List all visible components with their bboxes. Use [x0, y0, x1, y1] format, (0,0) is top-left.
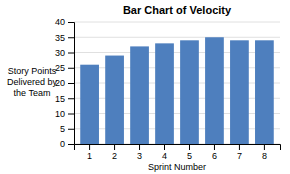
- grid-line: [74, 98, 280, 99]
- tick-mark: [114, 144, 115, 150]
- tick-label: 8: [262, 151, 267, 161]
- bar: [230, 40, 249, 144]
- tick-label: 40: [55, 17, 65, 27]
- tick-label: 6: [212, 151, 217, 161]
- axis-domain: [68, 23, 75, 145]
- tick-mark: [89, 144, 90, 150]
- bar: [180, 40, 199, 144]
- y-tick: 35: [55, 33, 74, 43]
- tick-label: 4: [162, 151, 167, 161]
- y-tick: 10: [55, 109, 74, 119]
- y-tick: 5: [60, 124, 74, 134]
- x-axis: 1 2 3 4 5 6 7 8: [75, 144, 281, 161]
- x-tick: 3: [137, 144, 142, 161]
- tick-label: 1: [87, 151, 92, 161]
- tick-mark: [68, 83, 74, 84]
- y-tick: 0: [60, 139, 74, 149]
- grid-line: [74, 37, 280, 38]
- tick-mark: [164, 144, 165, 150]
- grid-line: [74, 52, 280, 53]
- y-axis-title-line: Story Points: [8, 66, 57, 76]
- y-tick: 30: [55, 48, 74, 58]
- y-tick: 25: [55, 63, 74, 73]
- x-tick: 8: [262, 144, 267, 161]
- plot-area: 1 2 3 4 5 6 7 8 0 5 10 15 20 25 30 35 40: [55, 17, 281, 161]
- y-axis-title-line: Delivered by: [7, 77, 58, 87]
- x-tick: 5: [187, 144, 192, 161]
- tick-mark: [214, 144, 215, 150]
- x-tick: 1: [87, 144, 92, 161]
- tick-label: 15: [55, 94, 65, 104]
- tick-label: 25: [55, 63, 65, 73]
- tick-label: 0: [60, 139, 65, 149]
- tick-mark: [264, 144, 265, 150]
- y-axis-title-line: the Team: [14, 88, 51, 98]
- grid-line: [74, 67, 280, 68]
- tick-mark: [139, 144, 140, 150]
- bar: [130, 46, 149, 144]
- tick-mark: [239, 144, 240, 150]
- tick-label: 3: [137, 151, 142, 161]
- tick-label: 7: [237, 151, 242, 161]
- y-tick: 20: [55, 78, 74, 88]
- chart-title: Bar Chart of Velocity: [123, 4, 232, 16]
- bar: [205, 37, 224, 144]
- y-tick: 40: [55, 17, 74, 27]
- x-tick: 2: [112, 144, 117, 161]
- tick-label: 10: [55, 109, 65, 119]
- bar: [80, 65, 99, 144]
- tick-label: 5: [60, 124, 65, 134]
- y-tick: 15: [55, 94, 74, 104]
- tick-mark: [68, 129, 74, 130]
- axis-domain: [75, 145, 281, 151]
- chart-container: 1 2 3 4 5 6 7 8 0 5 10 15 20 25 30 35 40 Bar Chart of Vel…: [0, 0, 290, 174]
- tick-mark: [68, 144, 74, 145]
- bar: [155, 43, 174, 144]
- bar: [105, 56, 124, 144]
- x-tick: 6: [212, 144, 217, 161]
- x-tick: 7: [237, 144, 242, 161]
- chart-svg: 1 2 3 4 5 6 7 8 0 5 10 15 20 25 30 35 40 Bar Chart of Vel…: [0, 0, 290, 174]
- grid-line: [74, 113, 280, 114]
- grid-line: [74, 128, 280, 129]
- x-axis-title: Sprint Number: [148, 162, 206, 172]
- grid-line: [74, 83, 280, 84]
- tick-mark: [68, 37, 74, 38]
- tick-mark: [68, 22, 74, 23]
- tick-label: 2: [112, 151, 117, 161]
- tick-mark: [68, 53, 74, 54]
- y-axis: 0 5 10 15 20 25 30 35 40: [55, 17, 75, 149]
- tick-mark: [189, 144, 190, 150]
- bar: [255, 40, 274, 144]
- bars: [80, 37, 274, 144]
- tick-mark: [68, 98, 74, 99]
- grid: [74, 22, 280, 144]
- y-axis-title: Story PointsDelivered bythe Team: [7, 66, 58, 98]
- tick-mark: [68, 68, 74, 69]
- tick-label: 30: [55, 48, 65, 58]
- x-tick: 4: [162, 144, 167, 161]
- tick-label: 5: [187, 151, 192, 161]
- grid-line: [74, 22, 280, 23]
- tick-mark: [68, 114, 74, 115]
- tick-label: 35: [55, 33, 65, 43]
